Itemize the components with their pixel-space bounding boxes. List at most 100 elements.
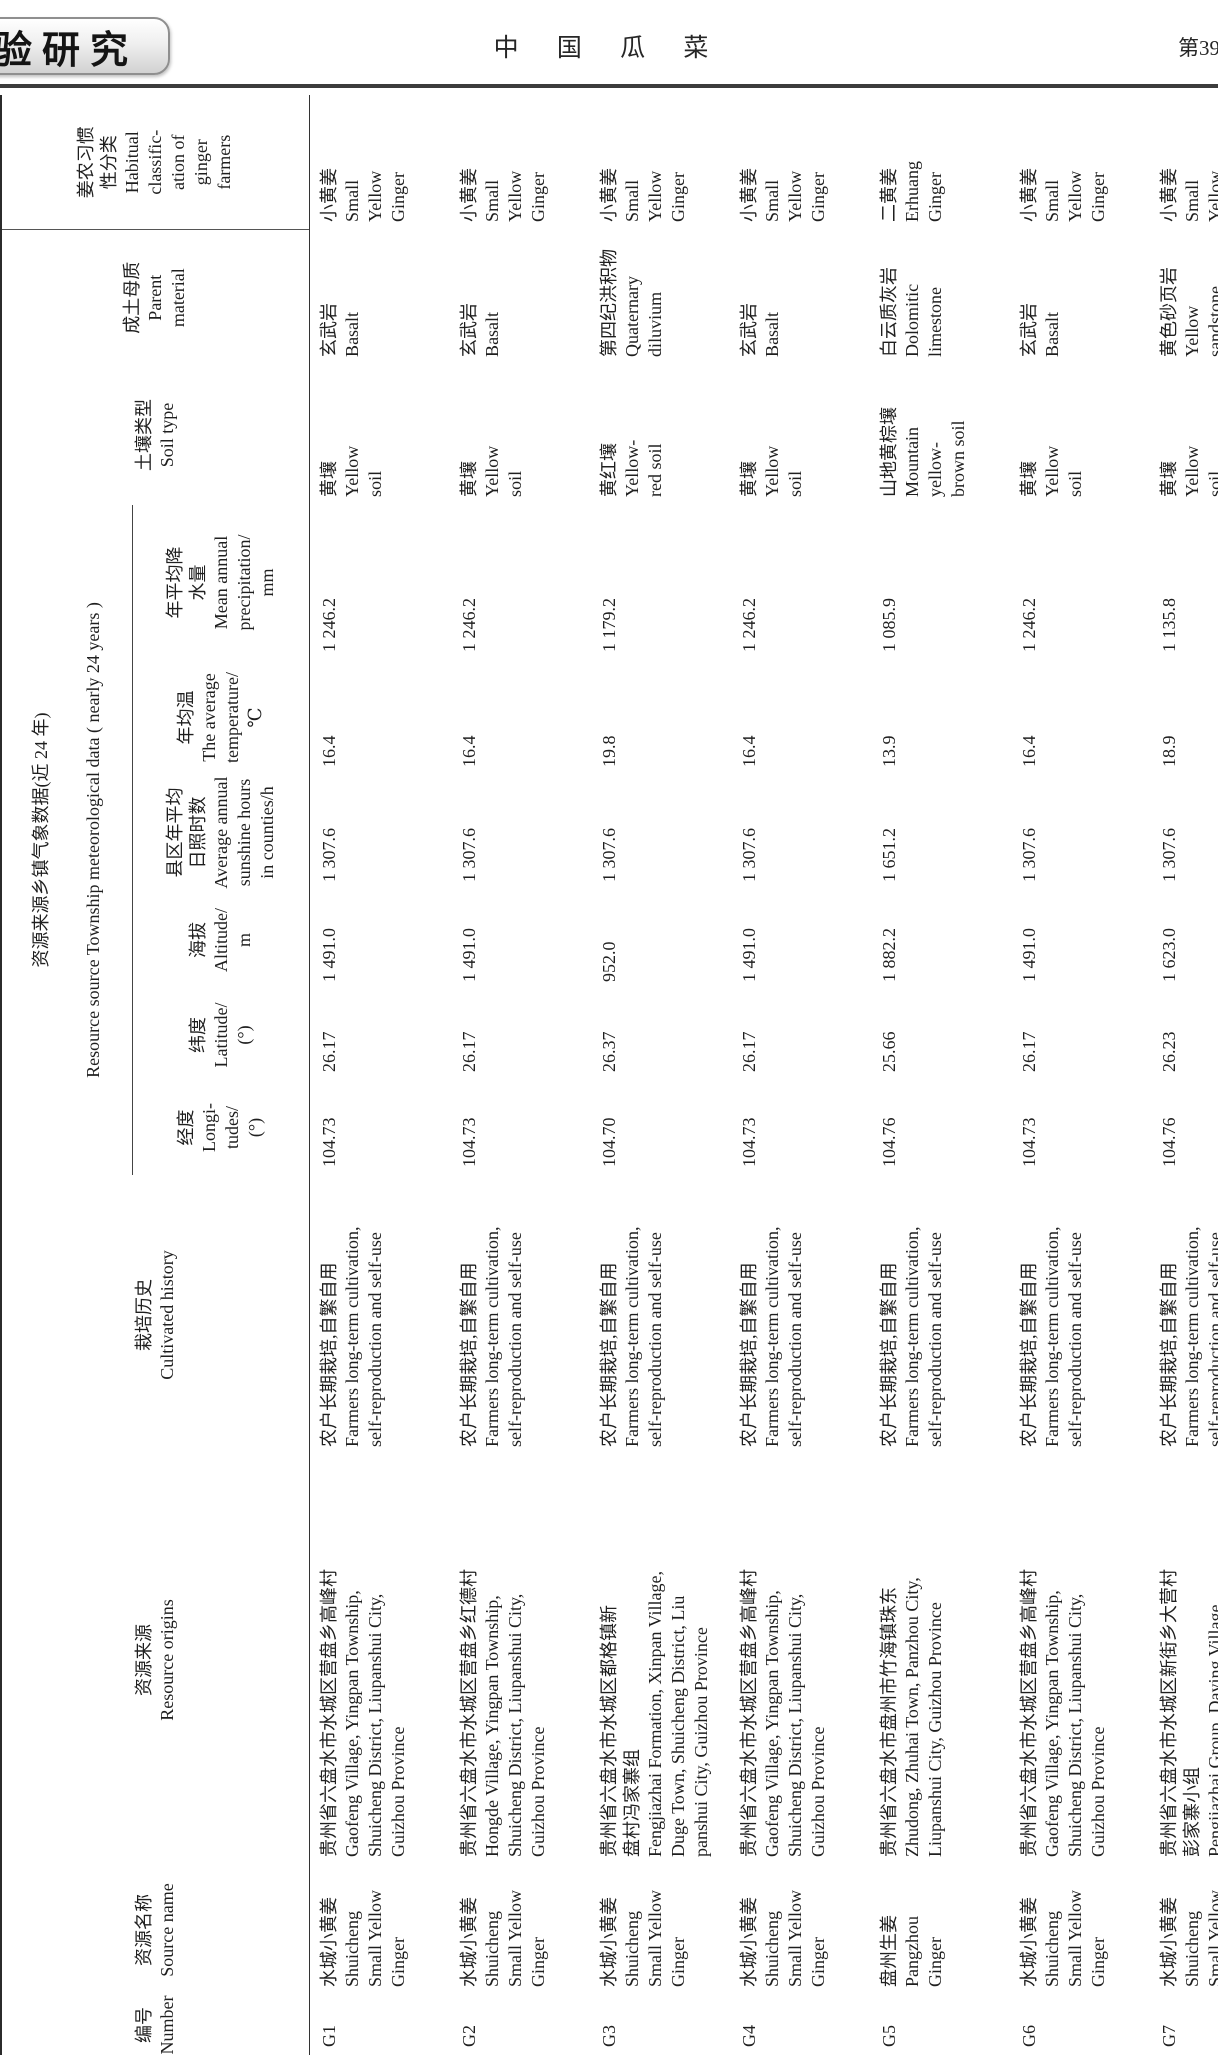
- cell-soil-type: 黄壤 Yellow soil: [319, 445, 385, 497]
- cell-resource-origin: 贵州省六盘水市盘州市竹海镇珠东 Zhudong, Zhuhai Town, Pa…: [878, 1577, 945, 1857]
- cell-number: G1: [319, 2025, 339, 2047]
- cell-soil-type: 黄壤 Yellow soil: [458, 445, 525, 497]
- cell-longitude: 104.73: [738, 1117, 759, 1168]
- cell-temperature: 16.4: [458, 735, 479, 768]
- cell-sunshine: 1 307.6: [458, 828, 479, 882]
- cell-altitude: 1 623.0: [1158, 928, 1179, 982]
- cell-latitude: 26.17: [458, 1031, 479, 1073]
- cell-source-name: 水城小黄姜 Shuicheng Small Yellow Ginger: [1158, 1889, 1218, 1987]
- cell-source-name: 水城小黄姜 Shuicheng Small Yellow Ginger: [319, 1889, 408, 1987]
- cell-parent-material: 第四纪洪积物 Quaternary diluvium: [598, 248, 665, 357]
- rotated-table-canvas: 编号 Number 资源名称 Source name 资源来源 Resource…: [0, 94, 1218, 2055]
- column-header-source-name: 资源名称 Source name: [1, 1865, 310, 1995]
- column-header-farmer-classification: 姜农习惯 性分类 Habitual classific- ation of gi…: [1, 94, 310, 230]
- cell-sunshine: 1 307.6: [319, 828, 339, 882]
- cell-precipitation: 1 246.2: [1018, 598, 1039, 652]
- cell-number: G3: [598, 2025, 619, 2047]
- section-badge-label: 试验研究: [0, 29, 138, 72]
- cell-classification: 小黄姜 Small Yellow Ginger: [458, 167, 548, 222]
- cell-temperature: 19.8: [598, 735, 619, 768]
- column-header-altitude: 海拔 Altitude/ m: [132, 890, 310, 990]
- cell-longitude: 104.76: [1158, 1117, 1179, 1168]
- column-header-number: 编号 Number: [1, 1995, 310, 2055]
- cell-altitude: 1 491.0: [319, 928, 339, 982]
- cell-latitude: 26.17: [319, 1031, 339, 1073]
- rotated-table-region: 编号 Number 资源名称 Source name 资源来源 Resource…: [0, 94, 1218, 2055]
- cell-longitude: 104.73: [1018, 1117, 1039, 1168]
- table-row-g7: G7 水城小黄姜 Shuicheng Small Yellow Ginger 贵…: [1150, 95, 1218, 2055]
- cell-altitude: 1 491.0: [458, 928, 479, 982]
- column-header-resource-origins: 资源来源 Resource origins: [1, 1455, 310, 1865]
- cell-classification: 小黄姜 Small Yellow Ginger: [1158, 167, 1218, 222]
- cell-soil-type: 黄红壤 Yellow- red soil: [598, 439, 665, 497]
- cell-classification: 小黄姜 Small Yellow Ginger: [1018, 167, 1108, 222]
- cell-sunshine: 1 307.6: [1018, 828, 1039, 882]
- cell-temperature: 16.4: [1018, 735, 1039, 768]
- cell-number: G4: [738, 2025, 759, 2047]
- cell-temperature: 16.4: [319, 735, 339, 768]
- cell-precipitation: 1 085.9: [878, 598, 899, 652]
- met-group-title-cn: 资源来源乡镇气象数据(近 24 年): [31, 712, 51, 968]
- cell-sunshine: 1 307.6: [1158, 828, 1179, 882]
- column-header-latitude: 纬度 Latitude/ (°): [132, 990, 310, 1080]
- cell-altitude: 1 882.2: [878, 928, 899, 982]
- column-header-precipitation: 年平均降 水量 Mean annual precipitation/ mm: [132, 504, 310, 660]
- cell-parent-material: 白云质灰岩 Dolomitic limestone: [878, 266, 945, 357]
- cell-longitude: 104.70: [598, 1117, 619, 1168]
- cell-latitude: 26.37: [598, 1031, 619, 1073]
- cell-source-name: 水城小黄姜 Shuicheng Small Yellow Ginger: [1018, 1889, 1108, 1987]
- cell-classification: 小黄姜 Small Yellow Ginger: [319, 167, 408, 222]
- cell-cultivated-history: 农户长期栽培,自繁自用 Farmers long-term cultivatio…: [878, 1226, 945, 1447]
- cell-source-name: 水城小黄姜 Shuicheng Small Yellow Ginger: [458, 1889, 548, 1987]
- column-header-sunshine-hours: 县区年平均 日照时数 Average annual sunshine hours…: [132, 775, 310, 890]
- cell-resource-origin: 贵州省六盘水市水城区营盘乡高峰村 Gaofeng Village, Yingpa…: [319, 1569, 408, 1857]
- cell-parent-material: 玄武岩 Basalt: [319, 302, 362, 357]
- running-head: 试验研究 中 国 瓜 菜 第39卷: [0, 0, 1218, 88]
- cell-resource-origin: 贵州省六盘水市水城区营盘乡高峰村 Gaofeng Village, Yingpa…: [1018, 1569, 1108, 1857]
- table-row-g1: G1 水城小黄姜 Shuicheng Small Yellow Ginger 贵…: [310, 95, 450, 2055]
- cell-precipitation: 1 135.8: [1158, 598, 1179, 652]
- cell-number: G5: [878, 2025, 899, 2047]
- cell-classification: 二黄姜 Erhuang Ginger: [878, 160, 945, 222]
- cell-parent-material: 玄武岩 Basalt: [458, 302, 502, 357]
- cell-parent-material: 玄武岩 Basalt: [738, 302, 782, 357]
- resource-meteorological-table: 编号 Number 资源名称 Source name 资源来源 Resource…: [0, 94, 1218, 2055]
- cell-altitude: 1 491.0: [1018, 928, 1039, 982]
- cell-source-name: 水城小黄姜 Shuicheng Small Yellow Ginger: [738, 1889, 828, 1987]
- met-group-title-en: Resource source Township meteorological …: [83, 602, 103, 1078]
- page-number: 第39卷: [1178, 36, 1218, 60]
- cell-altitude: 1 491.0: [738, 928, 759, 982]
- met-group-title: 资源来源乡镇气象数据(近 24 年) Resource source Towns…: [1, 504, 133, 1175]
- cell-precipitation: 1 246.2: [319, 598, 339, 652]
- cell-number: G7: [1158, 2025, 1179, 2047]
- cell-resource-origin: 贵州省六盘水市水城区新街乡大营村 彭家寨小组 Pengjiazhai Group…: [1158, 1569, 1218, 1857]
- cell-sunshine: 1 307.6: [738, 828, 759, 882]
- table-row-g5: G5 盘州生姜 Pangzhou Ginger 贵州省六盘水市盘州市竹海镇珠东 …: [870, 95, 1010, 2055]
- cell-cultivated-history: 农户长期栽培,自繁自用 Farmers long-term cultivatio…: [1158, 1226, 1218, 1447]
- cell-parent-material: 玄武岩 Basalt: [1018, 302, 1062, 357]
- column-header-longitude: 经度 Longi- tudes/ (°): [132, 1080, 310, 1175]
- cell-precipitation: 1 179.2: [598, 598, 619, 652]
- cell-longitude: 104.73: [458, 1117, 479, 1168]
- cell-classification: 小黄姜 Small Yellow Ginger: [598, 167, 688, 222]
- cell-source-name: 水城小黄姜 Shuicheng Small Yellow Ginger: [598, 1889, 688, 1987]
- cell-latitude: 25.66: [878, 1031, 899, 1073]
- cell-classification: 小黄姜 Small Yellow Ginger: [738, 167, 828, 222]
- table-row-g4: G4 水城小黄姜 Shuicheng Small Yellow Ginger 贵…: [730, 95, 870, 2055]
- cell-temperature: 16.4: [738, 735, 759, 768]
- cell-precipitation: 1 246.2: [738, 598, 759, 652]
- cell-soil-type: 黄壤 Yellow soil: [1158, 445, 1218, 497]
- cell-temperature: 18.9: [1158, 735, 1179, 768]
- cell-sunshine: 1 307.6: [598, 828, 619, 882]
- cell-soil-type: 黄壤 Yellow soil: [738, 445, 805, 497]
- table-row-g6: G6 水城小黄姜 Shuicheng Small Yellow Ginger 贵…: [1010, 95, 1150, 2055]
- cell-soil-type: 黄壤 Yellow soil: [1018, 445, 1085, 497]
- cell-cultivated-history: 农户长期栽培,自繁自用 Farmers long-term cultivatio…: [738, 1226, 805, 1447]
- cell-resource-origin: 贵州省六盘水市水城区营盘乡高峰村 Gaofeng Village, Yingpa…: [738, 1569, 828, 1857]
- cell-number: G2: [458, 2025, 479, 2047]
- cell-altitude: 952.0: [598, 941, 619, 983]
- cell-resource-origin: 贵州省六盘水市水城区营盘乡红德村 Hongde Village, Yingpan…: [458, 1569, 548, 1857]
- cell-cultivated-history: 农户长期栽培,自繁自用 Farmers long-term cultivatio…: [319, 1226, 385, 1447]
- cell-number: G6: [1018, 2025, 1039, 2047]
